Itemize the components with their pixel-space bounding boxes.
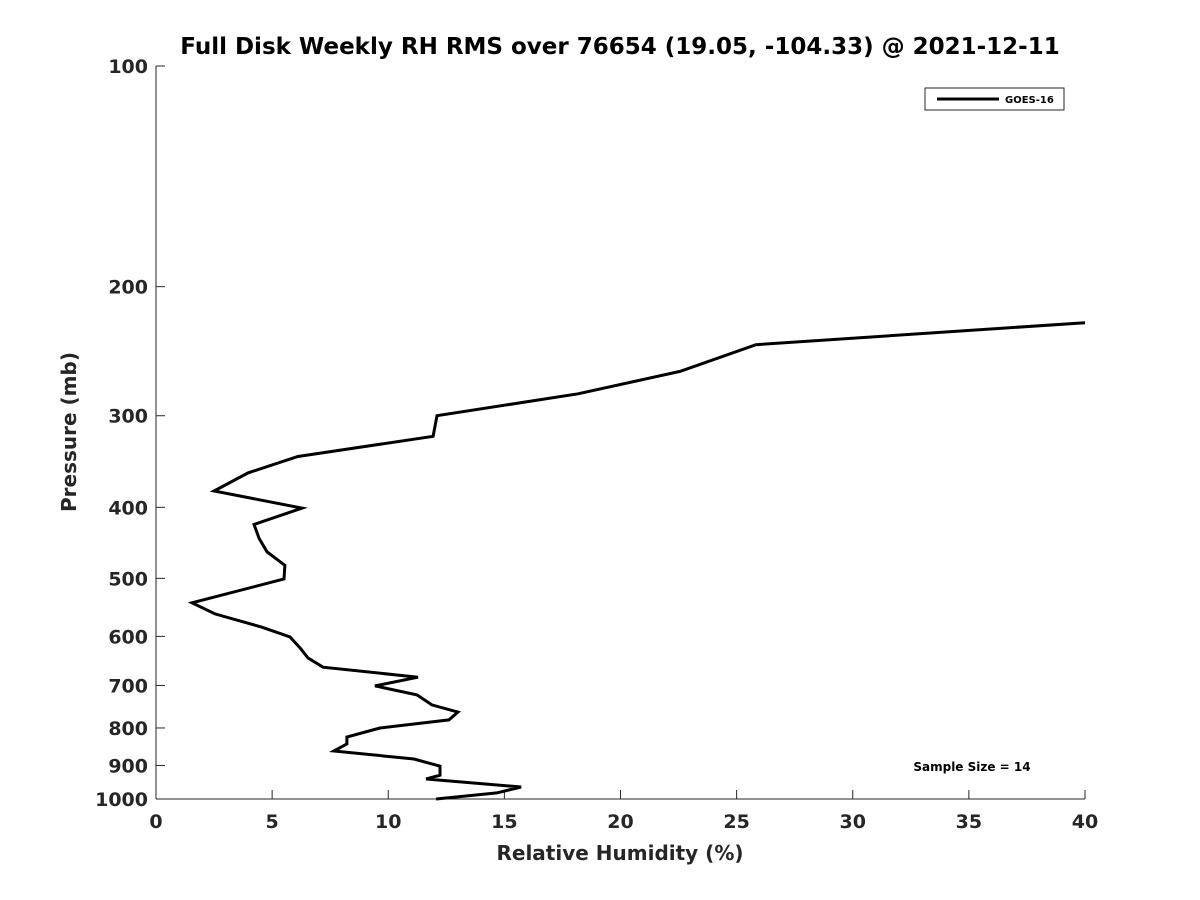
x-tick-label: 5 [266, 811, 279, 833]
y-tick-label: 900 [108, 755, 148, 777]
chart-title: Full Disk Weekly RH RMS over 76654 (19.0… [180, 34, 1059, 60]
y-tick-label: 600 [108, 626, 148, 648]
x-tick-label: 25 [723, 811, 749, 833]
y-tick-label: 300 [108, 406, 148, 428]
x-tick-label: 0 [149, 811, 162, 833]
legend-label: GOES-16 [1005, 95, 1054, 106]
x-tick-label: 20 [607, 811, 633, 833]
y-tick-label: 1000 [95, 789, 148, 811]
y-tick-label: 200 [108, 277, 148, 299]
series-line-goes-16 [187, 321, 1086, 801]
x-tick-label: 35 [956, 811, 982, 833]
y-tick-label: 100 [108, 56, 148, 78]
y-tick-label: 500 [108, 568, 148, 590]
x-tick-label: 15 [491, 811, 517, 833]
y-tick-label: 700 [108, 675, 148, 697]
y-tick-label: 400 [108, 497, 148, 519]
x-axis-label: Relative Humidity (%) [496, 841, 743, 865]
x-tick-label: 40 [1072, 811, 1098, 833]
y-tick-label: 800 [108, 718, 148, 740]
y-axis-label: Pressure (mb) [57, 352, 81, 512]
sample-size-annotation: Sample Size = 14 [913, 760, 1030, 774]
x-tick-label: 30 [840, 811, 866, 833]
x-tick-label: 10 [375, 811, 401, 833]
legend: GOES-16 [924, 87, 1065, 111]
